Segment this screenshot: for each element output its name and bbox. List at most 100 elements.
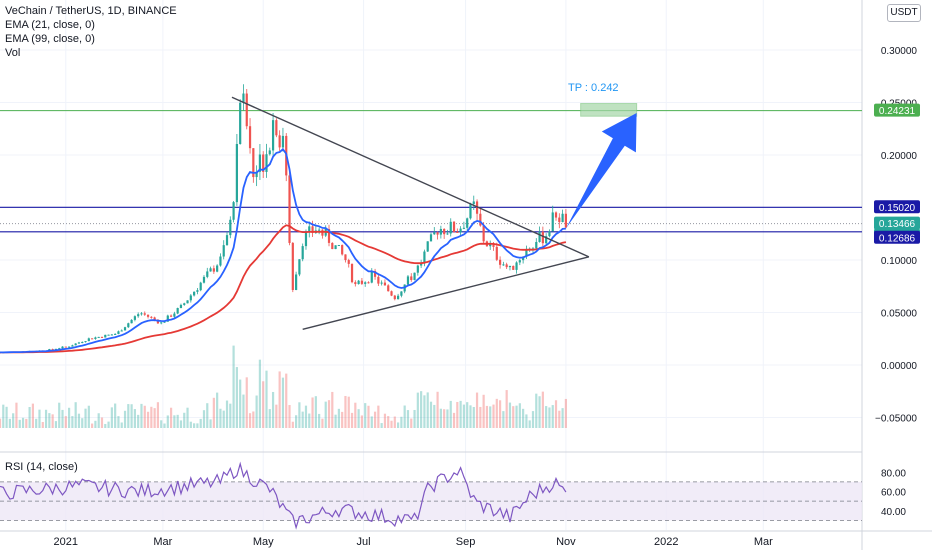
volume-bar	[58, 402, 61, 428]
volume-bar	[278, 371, 281, 428]
candle-body	[452, 221, 456, 232]
volume-bar	[2, 404, 5, 428]
candle-body	[160, 322, 163, 324]
candle-body	[232, 202, 235, 220]
candle-body	[304, 231, 308, 247]
candle-body	[525, 248, 528, 257]
volume-bar	[373, 411, 377, 428]
candle-body	[512, 265, 515, 270]
volume-bar	[216, 392, 219, 428]
ema-lines	[0, 147, 567, 354]
time-axis[interactable]: 2021 Mar May Jul Sep Nov 2022 Mar	[54, 536, 774, 548]
volume-bar	[331, 391, 334, 428]
volume-bar	[176, 414, 179, 428]
volume-bar	[475, 392, 479, 428]
volume-bar	[67, 407, 71, 428]
volume-bar	[160, 420, 163, 428]
volume-bar	[15, 402, 18, 428]
volume-legend[interactable]: Vol	[5, 47, 21, 59]
volume-bar	[433, 404, 436, 428]
volume-bar	[21, 417, 25, 428]
volume-bar	[420, 391, 423, 428]
candle-body	[396, 295, 400, 300]
volume-bar	[403, 405, 406, 428]
volume-bar	[558, 410, 561, 428]
candle-body	[459, 228, 462, 233]
candle-body	[71, 345, 74, 347]
candle-body	[492, 244, 495, 247]
price-tick-label: 0.30000	[881, 46, 918, 57]
price-tick-label: 0.10000	[881, 256, 918, 267]
candle-body	[518, 260, 521, 263]
candle-body	[252, 148, 255, 178]
volume-bar	[74, 402, 77, 428]
volume-bar	[354, 402, 357, 428]
volume-bar	[137, 414, 140, 428]
volume-bar	[285, 373, 288, 428]
volume-bar	[446, 409, 449, 428]
candle-body	[87, 338, 90, 342]
horizontal-levels[interactable]	[0, 110, 862, 233]
candle-body	[295, 274, 298, 290]
volume-bar	[225, 400, 229, 428]
volume-bar	[288, 405, 291, 428]
volume-bar	[163, 423, 166, 428]
volume-bar	[495, 398, 498, 428]
ema21-legend[interactable]: EMA (21, close, 0)	[5, 19, 95, 31]
volume-bar	[416, 392, 419, 428]
ema99-legend[interactable]: EMA (99, close, 0)	[5, 33, 95, 45]
symbol-title[interactable]: VeChain / TetherUS, 1D, BINANCE	[5, 5, 177, 17]
volume-bar	[242, 394, 245, 428]
candle-body	[308, 226, 311, 232]
candle-body	[212, 268, 215, 272]
candle-body	[350, 263, 354, 283]
candle-body	[377, 276, 380, 284]
volume-bar	[512, 406, 515, 428]
candle-body	[449, 221, 452, 234]
take-profit-zone[interactable]	[580, 103, 638, 117]
time-tick-label: May	[253, 536, 274, 548]
volume-bar	[492, 404, 495, 428]
projection-arrow[interactable]	[565, 113, 637, 229]
candle-body	[508, 265, 512, 268]
candle-body	[436, 232, 439, 235]
candle-body	[84, 341, 87, 343]
tp-label: TP : 0.242	[568, 82, 619, 94]
volume-bar	[12, 413, 15, 428]
volume-bar	[143, 405, 146, 428]
volume-bar	[183, 412, 186, 428]
candle-body	[426, 241, 429, 252]
candle-body	[100, 336, 104, 338]
volume-bar	[291, 421, 294, 428]
volume-bar	[71, 416, 74, 428]
candle-body	[357, 280, 360, 285]
volume-bar	[133, 409, 136, 428]
candle-body	[551, 212, 554, 232]
triangle-trendlines[interactable]	[231, 96, 590, 330]
volume-bar	[324, 401, 327, 428]
volume-bar	[406, 410, 410, 428]
candle-body	[58, 348, 61, 350]
price-axis[interactable]: 0.300000.250000.200000.150000.100000.050…	[874, 46, 920, 518]
volume-bar	[341, 411, 344, 428]
volume-bar	[301, 411, 304, 428]
time-tick-label: 2022	[654, 536, 678, 548]
time-tick-label: Sep	[456, 536, 476, 548]
volume-bar	[390, 420, 393, 428]
volume-bar	[314, 396, 317, 428]
price-tick-label: 0.00000	[881, 361, 918, 372]
candle-body	[255, 171, 258, 178]
rsi-legend[interactable]: RSI (14, close)	[5, 461, 78, 473]
volume-bar	[97, 413, 100, 428]
candle-body	[538, 231, 541, 242]
candle-body	[199, 282, 202, 291]
candle-body	[216, 265, 219, 272]
candle-body	[334, 245, 337, 250]
candle-body	[117, 331, 120, 334]
price-tag-label: 0.13466	[879, 219, 916, 230]
volume-bar	[28, 406, 31, 428]
currency-button[interactable]: USDT	[887, 4, 921, 22]
volume-bar	[127, 404, 130, 428]
volume-bar	[327, 400, 331, 428]
